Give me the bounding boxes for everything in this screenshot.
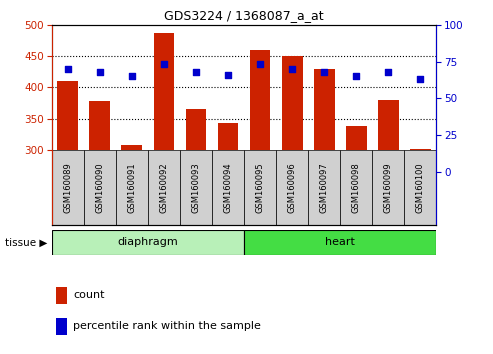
Bar [153,33,175,150]
Text: heart: heart [325,238,355,247]
Bar [314,69,335,150]
Bar [89,101,110,150]
Bar [282,56,303,150]
FancyBboxPatch shape [404,150,436,225]
Bar [56,287,67,304]
FancyBboxPatch shape [148,150,180,225]
Text: percentile rank within the sample: percentile rank within the sample [73,321,261,331]
Text: diaphragm: diaphragm [117,238,178,247]
Text: GSM160089: GSM160089 [63,162,72,213]
Text: GSM160091: GSM160091 [127,162,137,213]
FancyBboxPatch shape [276,150,308,225]
Point [64,66,72,72]
Text: GSM160098: GSM160098 [352,162,361,213]
Bar [378,100,399,150]
Text: GSM160094: GSM160094 [223,162,233,213]
Bar [56,318,67,335]
FancyBboxPatch shape [308,150,340,225]
Point [128,73,136,79]
FancyBboxPatch shape [212,150,244,225]
Text: GSM160096: GSM160096 [287,162,297,213]
Point [416,76,424,82]
Bar [410,149,431,150]
Bar [249,50,271,150]
FancyBboxPatch shape [84,150,116,225]
Point [320,69,328,75]
Bar [244,230,436,255]
Text: GSM160093: GSM160093 [191,162,201,213]
Title: GDS3224 / 1368087_a_at: GDS3224 / 1368087_a_at [164,9,324,22]
Point [256,62,264,67]
FancyBboxPatch shape [244,150,276,225]
Text: GSM160090: GSM160090 [95,162,105,213]
Bar [52,230,244,255]
FancyBboxPatch shape [52,150,84,225]
FancyBboxPatch shape [340,150,372,225]
Point [288,66,296,72]
Text: GSM160092: GSM160092 [159,162,169,213]
Text: GSM160100: GSM160100 [416,162,425,213]
FancyBboxPatch shape [116,150,148,225]
Bar [217,123,239,150]
Text: GSM160097: GSM160097 [319,162,329,213]
FancyBboxPatch shape [180,150,212,225]
Text: GSM160099: GSM160099 [384,162,393,213]
Text: count: count [73,290,105,300]
Text: tissue ▶: tissue ▶ [5,238,47,247]
Text: GSM160095: GSM160095 [255,162,265,213]
Point [224,72,232,78]
Bar [346,126,367,150]
Point [192,69,200,75]
Point [96,69,104,75]
Point [385,69,392,75]
FancyBboxPatch shape [372,150,404,225]
Point [160,62,168,67]
Bar [121,145,142,150]
Bar [185,109,207,150]
Bar [57,81,78,150]
Point [352,73,360,79]
